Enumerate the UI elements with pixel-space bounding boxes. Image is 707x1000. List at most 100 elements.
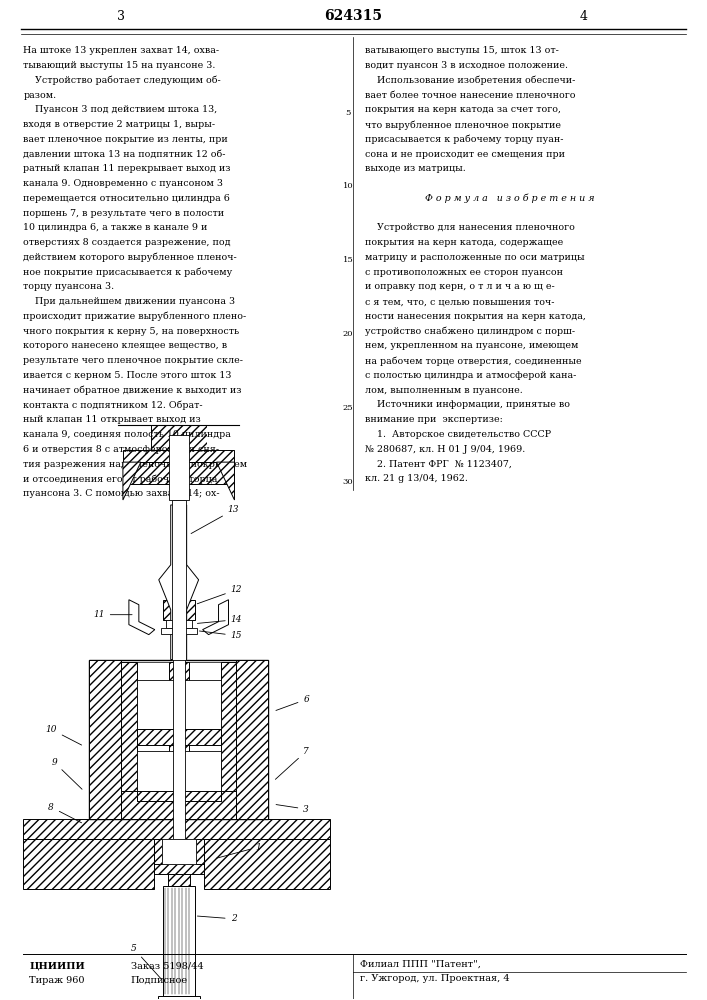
Bar bbox=[165, 620, 192, 628]
Text: на рабочем торце отверстия, соединенные: на рабочем торце отверстия, соединенные bbox=[365, 356, 582, 366]
Text: На штоке 13 укреплен захват 14, охва-: На штоке 13 укреплен захват 14, охва- bbox=[23, 46, 219, 55]
Text: чного покрытия к керну 5, на поверхность: чного покрытия к керну 5, на поверхность bbox=[23, 327, 240, 336]
Text: с я тем, что, с целью повышения точ-: с я тем, что, с целью повышения точ- bbox=[365, 297, 554, 306]
Text: давлении штока 13 на подпятник 12 об-: давлении штока 13 на подпятник 12 об- bbox=[23, 150, 226, 159]
Text: № 280687, кл. Н 01 J 9/04, 1969.: № 280687, кл. Н 01 J 9/04, 1969. bbox=[365, 445, 525, 454]
Text: 20: 20 bbox=[343, 330, 354, 338]
Bar bbox=[89, 660, 121, 819]
Text: и отсоединения его от рабочего торца: и отсоединения его от рабочего торца bbox=[23, 474, 218, 484]
Text: Устройство работает следующим об-: Устройство работает следующим об- bbox=[23, 76, 221, 85]
Bar bbox=[196, 839, 204, 864]
Bar bbox=[163, 886, 194, 996]
Text: перемещается относительно цилиндра 6: перемещается относительно цилиндра 6 bbox=[23, 194, 230, 203]
Text: ивается с керном 5. После этого шток 13: ивается с керном 5. После этого шток 13 bbox=[23, 371, 232, 380]
Bar bbox=[121, 791, 236, 819]
Text: ное покрытие присасывается к рабочему: ное покрытие присасывается к рабочему bbox=[23, 268, 233, 277]
Bar bbox=[154, 864, 204, 874]
Polygon shape bbox=[203, 600, 228, 635]
Text: 6: 6 bbox=[276, 695, 309, 710]
Text: с полостью цилиндра и атмосферой кана-: с полостью цилиндра и атмосферой кана- bbox=[365, 371, 576, 380]
Text: покрытия на керн катода за счет того,: покрытия на керн катода за счет того, bbox=[365, 105, 561, 114]
Bar bbox=[123, 462, 235, 484]
Bar bbox=[121, 662, 137, 791]
Bar bbox=[169, 662, 189, 791]
Text: 6 и отверстия 8 с атмосферой для сня-: 6 и отверстия 8 с атмосферой для сня- bbox=[23, 445, 219, 454]
Bar bbox=[154, 839, 162, 864]
Text: покрытия на керн катода, содержащее: покрытия на керн катода, содержащее bbox=[365, 238, 563, 247]
Text: 5: 5 bbox=[345, 109, 351, 117]
Bar bbox=[160, 628, 197, 634]
Text: 10: 10 bbox=[343, 182, 354, 190]
Text: Пуансон 3 под действием штока 13,: Пуансон 3 под действием штока 13, bbox=[23, 105, 218, 114]
Text: ратный клапан 11 перекрывает выход из: ратный клапан 11 перекрывает выход из bbox=[23, 164, 230, 173]
Bar bbox=[236, 660, 269, 819]
Bar bbox=[23, 819, 330, 839]
Text: 5: 5 bbox=[131, 944, 161, 979]
Text: 30: 30 bbox=[343, 478, 354, 486]
Polygon shape bbox=[123, 462, 141, 500]
Text: 2. Патент ФРГ  № 1123407,: 2. Патент ФРГ № 1123407, bbox=[365, 460, 512, 469]
Text: Ф о р м у л а   и з о б р е т е н и я: Ф о р м у л а и з о б р е т е н и я bbox=[425, 194, 594, 203]
Bar bbox=[137, 729, 175, 745]
Polygon shape bbox=[129, 600, 155, 635]
Text: 14: 14 bbox=[197, 615, 243, 624]
Text: 25: 25 bbox=[343, 404, 354, 412]
Text: устройство снабжено цилиндром с порш-: устройство снабжено цилиндром с порш- bbox=[365, 327, 575, 336]
Bar bbox=[123, 425, 151, 450]
Bar bbox=[23, 839, 154, 889]
Text: поршень 7, в результате чего в полости: поршень 7, в результате чего в полости bbox=[23, 209, 224, 218]
Text: 10 цилиндра 6, а также в канале 9 и: 10 цилиндра 6, а также в канале 9 и bbox=[23, 223, 208, 232]
Text: водит пуансон 3 в исходное положение.: водит пуансон 3 в исходное положение. bbox=[365, 61, 568, 70]
Text: 9: 9 bbox=[52, 758, 82, 789]
Bar bbox=[182, 729, 221, 745]
Bar bbox=[221, 662, 236, 791]
Bar bbox=[137, 680, 175, 729]
Text: 1.  Авторское свидетельство СССР: 1. Авторское свидетельство СССР bbox=[365, 430, 551, 439]
Text: Тираж 960: Тираж 960 bbox=[29, 976, 85, 985]
Text: 8: 8 bbox=[48, 803, 81, 823]
Text: 2: 2 bbox=[197, 914, 236, 923]
Bar bbox=[121, 662, 236, 791]
Text: При дальнейшем движении пуансона 3: При дальнейшем движении пуансона 3 bbox=[23, 297, 235, 306]
Text: выходе из матрицы.: выходе из матрицы. bbox=[365, 164, 466, 173]
Text: 7: 7 bbox=[275, 747, 309, 779]
Text: г. Ужгород, ул. Проектная, 4: г. Ужгород, ул. Проектная, 4 bbox=[360, 974, 510, 983]
Bar bbox=[169, 435, 189, 500]
Bar bbox=[137, 751, 175, 801]
Bar bbox=[204, 839, 330, 889]
Bar bbox=[137, 791, 175, 801]
Text: ный клапан 11 открывает выход из: ный клапан 11 открывает выход из bbox=[23, 415, 201, 424]
Text: что вырубленное пленочное покрытие: что вырубленное пленочное покрытие bbox=[365, 120, 561, 130]
Text: ЦНИИПИ: ЦНИИПИ bbox=[29, 962, 85, 971]
Text: 4: 4 bbox=[580, 10, 588, 23]
Text: нем, укрепленном на пуансоне, имеющем: нем, укрепленном на пуансоне, имеющем bbox=[365, 341, 578, 350]
Text: тывающий выступы 15 на пуансоне 3.: тывающий выступы 15 на пуансоне 3. bbox=[23, 61, 216, 70]
Text: торцу пуансона 3.: торцу пуансона 3. bbox=[23, 282, 115, 291]
Text: 4: 4 bbox=[0, 999, 1, 1000]
Text: 3: 3 bbox=[117, 10, 125, 23]
Bar bbox=[168, 874, 189, 886]
Text: ности нанесения покрытия на керн катода,: ности нанесения покрытия на керн катода, bbox=[365, 312, 586, 321]
Text: вает пленочное покрытие из ленты, при: вает пленочное покрытие из ленты, при bbox=[23, 135, 228, 144]
Text: матрицу и расположенные по оси матрицы: матрицу и расположенные по оси матрицы bbox=[365, 253, 585, 262]
Text: начинает обратное движение к выходит из: начинает обратное движение к выходит из bbox=[23, 386, 242, 395]
Bar bbox=[172, 500, 186, 660]
Text: ватывающего выступы 15, шток 13 от-: ватывающего выступы 15, шток 13 от- bbox=[365, 46, 559, 55]
Bar bbox=[162, 839, 196, 864]
Text: кл. 21 g 13/04, 1962.: кл. 21 g 13/04, 1962. bbox=[365, 474, 468, 483]
Text: разом.: разом. bbox=[23, 91, 57, 100]
Text: сона и не происходит ее смещения при: сона и не происходит ее смещения при bbox=[365, 150, 565, 159]
Text: канала 9. Одновременно с пуансоном 3: канала 9. Одновременно с пуансоном 3 bbox=[23, 179, 223, 188]
Text: Устройство для нанесения пленочного: Устройство для нанесения пленочного bbox=[365, 223, 575, 232]
Text: 12: 12 bbox=[197, 585, 243, 604]
Text: и оправку под керн, о т л и ч а ю щ е-: и оправку под керн, о т л и ч а ю щ е- bbox=[365, 282, 555, 291]
Text: 624315: 624315 bbox=[324, 9, 382, 23]
Bar bbox=[182, 680, 221, 729]
Text: результате чего пленочное покрытие скле-: результате чего пленочное покрытие скле- bbox=[23, 356, 243, 365]
Text: 11: 11 bbox=[93, 610, 132, 619]
Bar bbox=[206, 425, 235, 450]
Bar bbox=[163, 600, 194, 620]
Text: пуансона 3. С помощью захвата 14; ох-: пуансона 3. С помощью захвата 14; ох- bbox=[23, 489, 220, 498]
Text: присасывается к рабочему торцу пуан-: присасывается к рабочему торцу пуан- bbox=[365, 135, 563, 144]
Text: Источники информации, принятые во: Источники информации, принятые во bbox=[365, 400, 570, 409]
